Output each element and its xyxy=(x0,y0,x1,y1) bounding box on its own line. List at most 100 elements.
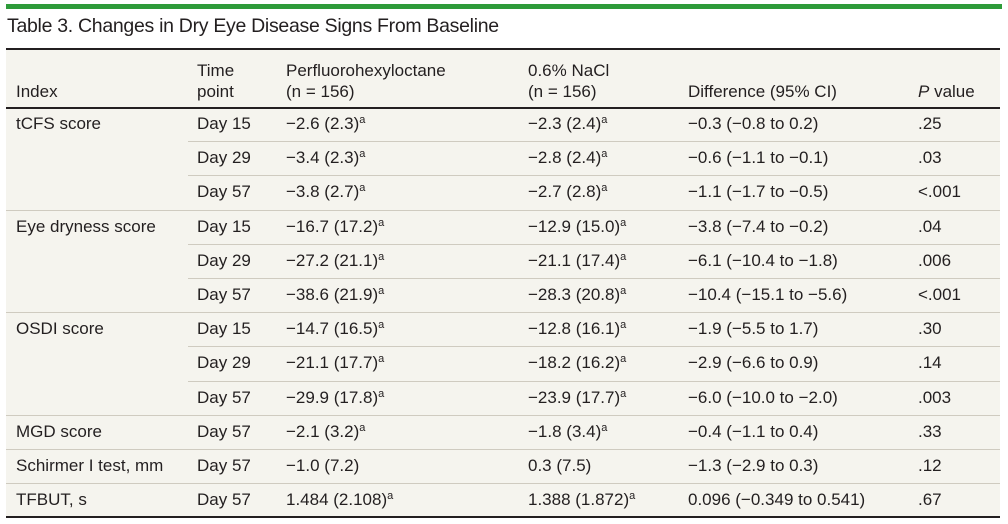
row-divider xyxy=(188,175,1000,177)
cell-perfluorohexyloctane: −16.7 (17.2)a xyxy=(286,216,385,236)
header-index: Index xyxy=(16,82,58,101)
footnote-mark: a xyxy=(359,114,366,126)
cell-perfluorohexyloctane: 1.484 (2.108)a xyxy=(286,490,394,510)
cell-difference: −0.3 (−0.8 to 0.2) xyxy=(688,114,819,133)
footnote-mark: a xyxy=(378,387,385,400)
accent-bar xyxy=(6,4,1002,9)
cell-index: tCFS score xyxy=(16,114,102,133)
row-divider xyxy=(6,449,1000,450)
cell-difference: −0.6 (−1.1 to −0.1) xyxy=(688,148,829,168)
footnote-mark: a xyxy=(629,490,636,503)
cell-difference: −6.0 (−10.0 to −2.0) xyxy=(688,387,838,407)
table-row: Schirmer I test, mm Day 57 −1.0 (7.2) 0.3 (… xyxy=(6,449,1000,483)
cell-nacl: 0.3 (7.5) xyxy=(528,456,592,475)
cell-nacl: 1.388 (1.872)a xyxy=(528,490,636,510)
footnote-mark: a xyxy=(620,353,627,366)
header-time-point: Time point xyxy=(197,61,235,101)
row-divider xyxy=(188,141,1000,143)
cell-difference: −6.1 (−10.4 to −1.8) xyxy=(688,250,838,270)
cell-difference: −10.4 (−15.1 to −5.6) xyxy=(688,285,848,304)
footnote-mark: a xyxy=(378,285,385,297)
footnote-mark: a xyxy=(378,319,385,332)
cell-p-value: .25 xyxy=(918,114,942,133)
cell-time-point: Day 57 xyxy=(197,182,251,202)
cell-difference: −3.8 (−7.4 to −0.2) xyxy=(688,216,829,236)
cell-perfluorohexyloctane: −38.6 (21.9)a xyxy=(286,285,385,304)
cell-nacl: −18.2 (16.2)a xyxy=(528,353,627,373)
footnote-mark: a xyxy=(359,421,366,434)
cell-p-value: <.001 xyxy=(918,285,962,304)
cell-p-value: .67 xyxy=(918,490,942,510)
footnote-mark: a xyxy=(359,148,366,161)
row-divider xyxy=(6,209,1000,211)
table-row: Day 57 −38.6 (21.9)a −28.3 (20.8)a −10.4 (−… xyxy=(6,278,1000,312)
footnote-mark: a xyxy=(601,114,608,126)
cell-time-point: Day 15 xyxy=(197,114,251,133)
table-row: TFBUT, s Day 57 1.484 (2.108)a 1.388 (1.872… xyxy=(6,483,1000,517)
cell-perfluorohexyloctane: −14.7 (16.5)a xyxy=(286,319,385,339)
cell-difference: −1.1 (−1.7 to −0.5) xyxy=(688,182,829,202)
cell-p-value: .04 xyxy=(918,216,942,236)
cell-nacl: −28.3 (20.8)a xyxy=(528,285,627,304)
cell-difference: −0.4 (−1.1 to 0.4) xyxy=(688,421,819,441)
data-table: Index Time point Perfluorohexyloctane (n =… xyxy=(6,48,1000,518)
cell-nacl: −2.3 (2.4)a xyxy=(528,114,608,133)
row-divider xyxy=(188,278,1000,279)
cell-index: MGD score xyxy=(16,421,102,441)
footnote-mark: a xyxy=(620,250,627,263)
footnote-mark: a xyxy=(601,148,608,161)
cell-perfluorohexyloctane: −2.6 (2.3)a xyxy=(286,114,366,133)
cell-time-point: Day 15 xyxy=(197,216,251,236)
cell-time-point: Day 15 xyxy=(197,319,251,339)
cell-nacl: −23.9 (17.7)a xyxy=(528,387,627,407)
cell-perfluorohexyloctane: −2.1 (3.2)a xyxy=(286,421,366,441)
footnote-mark: a xyxy=(359,182,366,195)
footnote-mark: a xyxy=(601,421,608,434)
cell-p-value: .33 xyxy=(918,421,942,441)
cell-nacl: −21.1 (17.4)a xyxy=(528,250,627,270)
cell-time-point: Day 57 xyxy=(197,456,251,475)
cell-p-value: .003 xyxy=(918,387,952,407)
cell-difference: 0.096 (−0.349 to 0.541) xyxy=(688,490,866,510)
cell-time-point: Day 29 xyxy=(197,250,251,270)
table-header: Index Time point Perfluorohexyloctane (n =… xyxy=(6,50,1000,109)
header-nacl: 0.6% NaCl (n = 156) xyxy=(528,61,610,101)
table-row: Eye dryness score Day 15 −16.7 (17.2)a −12.… xyxy=(6,209,1000,244)
footnote-mark: a xyxy=(378,353,385,366)
cell-nacl: −12.9 (15.0)a xyxy=(528,216,627,236)
footnote-mark: a xyxy=(620,285,627,297)
cell-p-value: .12 xyxy=(918,456,942,475)
cell-difference: −1.9 (−5.5 to 1.7) xyxy=(688,319,819,339)
cell-p-value: <.001 xyxy=(918,182,962,202)
footnote-mark: a xyxy=(620,387,627,400)
row-divider xyxy=(6,312,1000,314)
cell-p-value: .006 xyxy=(918,250,952,270)
header-p-value: P value xyxy=(918,82,975,101)
table-row: Day 29 −21.1 (17.7)a −18.2 (16.2)a −2.9 (−6… xyxy=(6,346,1000,380)
cell-index: Eye dryness score xyxy=(16,216,156,236)
footnote-mark: a xyxy=(620,319,627,332)
cell-time-point: Day 57 xyxy=(197,387,251,407)
cell-nacl: −2.7 (2.8)a xyxy=(528,182,608,202)
cell-p-value: .03 xyxy=(918,148,942,168)
cell-p-value: .30 xyxy=(918,319,942,339)
footnote-mark: a xyxy=(378,216,385,229)
cell-difference: −1.3 (−2.9 to 0.3) xyxy=(688,456,819,475)
cell-perfluorohexyloctane: −1.0 (7.2) xyxy=(286,456,360,475)
cell-nacl: −12.8 (16.1)a xyxy=(528,319,627,339)
cell-perfluorohexyloctane: −3.4 (2.3)a xyxy=(286,148,366,168)
row-divider xyxy=(188,380,1000,382)
footnote-mark: a xyxy=(620,216,627,229)
table-row: Day 57 −29.9 (17.8)a −23.9 (17.7)a −6.0 (−1… xyxy=(6,380,1000,415)
table-title: Table 3. Changes in Dry Eye Disease Sign… xyxy=(7,15,499,37)
cell-index: Schirmer I test, mm xyxy=(16,456,164,475)
footnote-mark: a xyxy=(387,490,394,503)
cell-nacl: −1.8 (3.4)a xyxy=(528,421,608,441)
cell-perfluorohexyloctane: −27.2 (21.1)a xyxy=(286,250,385,270)
table-row: Day 29 −3.4 (2.3)a −2.8 (2.4)a −0.6 (−1.1 t… xyxy=(6,141,1000,175)
cell-nacl: −2.8 (2.4)a xyxy=(528,148,608,168)
table-row: Day 57 −3.8 (2.7)a −2.7 (2.8)a −1.1 (−1.7 t… xyxy=(6,175,1000,209)
table-row: OSDI score Day 15 −14.7 (16.5)a −12.8 (16.1… xyxy=(6,312,1000,346)
cell-p-value: .14 xyxy=(918,353,942,373)
table-row: Day 29 −27.2 (21.1)a −21.1 (17.4)a −6.1 (−1… xyxy=(6,243,1000,278)
